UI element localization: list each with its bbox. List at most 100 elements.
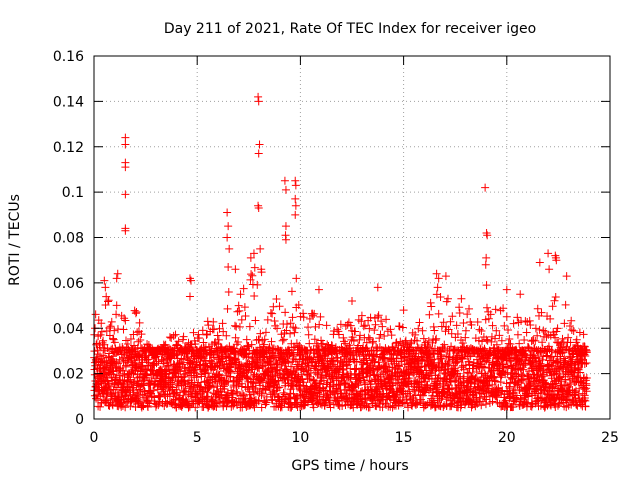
data-point	[242, 372, 251, 381]
data-point	[348, 333, 357, 342]
data-point	[137, 330, 146, 339]
data-point	[174, 337, 183, 346]
data-point	[281, 308, 290, 317]
data-point	[324, 364, 333, 373]
data-point	[452, 321, 461, 330]
data-point	[388, 403, 397, 412]
data-point	[378, 322, 387, 331]
data-point	[336, 320, 345, 329]
data-point	[121, 316, 130, 325]
data-point	[467, 320, 476, 329]
data-point	[524, 392, 533, 401]
y-tick-label: 0.06	[53, 276, 84, 292]
data-point	[287, 403, 296, 412]
data-point	[161, 340, 170, 349]
data-point	[531, 336, 540, 345]
data-point	[140, 353, 149, 362]
data-point	[288, 380, 297, 389]
data-point	[260, 340, 269, 349]
data-point	[161, 390, 170, 399]
data-point	[383, 367, 392, 376]
data-point	[357, 311, 366, 320]
data-point	[236, 290, 245, 299]
data-point	[359, 360, 368, 369]
data-point	[546, 401, 555, 410]
data-point	[551, 333, 560, 342]
data-point	[103, 377, 112, 386]
data-point	[402, 395, 411, 404]
data-point	[550, 296, 559, 305]
data-point	[150, 361, 159, 370]
data-point	[488, 321, 497, 330]
data-point	[223, 304, 232, 313]
data-point	[150, 399, 159, 408]
data-points	[90, 92, 591, 412]
data-point	[132, 307, 141, 316]
data-point	[373, 365, 382, 374]
data-point	[275, 302, 284, 311]
data-point	[267, 363, 276, 372]
data-point	[191, 339, 200, 348]
data-point	[291, 181, 300, 190]
data-point	[257, 375, 266, 384]
data-point	[516, 290, 525, 299]
data-point	[443, 360, 452, 369]
data-point	[518, 371, 527, 380]
data-point	[544, 342, 553, 351]
data-point	[541, 379, 550, 388]
data-point	[282, 326, 291, 335]
data-point	[278, 336, 287, 345]
data-point	[284, 358, 293, 367]
data-point	[322, 321, 331, 330]
data-point	[240, 303, 249, 312]
data-point	[413, 400, 422, 409]
data-point	[366, 313, 375, 322]
data-point	[254, 92, 263, 101]
data-point	[234, 338, 243, 347]
data-point	[464, 369, 473, 378]
data-point	[143, 340, 152, 349]
data-point	[572, 335, 581, 344]
data-point	[223, 208, 232, 217]
data-point	[369, 370, 378, 379]
data-point	[318, 339, 327, 348]
data-point	[558, 334, 567, 343]
data-point	[497, 336, 506, 345]
data-point	[415, 318, 424, 327]
data-point	[481, 183, 490, 192]
data-point	[244, 352, 253, 361]
data-point	[492, 340, 501, 349]
data-point	[455, 308, 464, 317]
data-point	[316, 312, 325, 321]
data-point	[179, 332, 188, 341]
data-point	[249, 249, 258, 258]
data-point	[231, 355, 240, 364]
data-point	[564, 333, 573, 342]
data-point	[166, 378, 175, 387]
data-point	[523, 371, 532, 380]
data-point	[339, 362, 348, 371]
data-point	[535, 258, 544, 267]
data-point	[411, 330, 420, 339]
data-point	[91, 310, 100, 319]
data-point	[212, 402, 221, 411]
data-point	[100, 276, 109, 285]
data-point	[314, 366, 323, 375]
data-point	[185, 292, 194, 301]
data-point	[459, 372, 468, 381]
data-point	[396, 337, 405, 346]
data-point	[461, 333, 470, 342]
data-point	[365, 324, 374, 333]
data-point	[273, 324, 282, 333]
data-point	[196, 345, 205, 354]
data-point	[556, 373, 565, 382]
data-point	[535, 325, 544, 334]
data-point	[443, 294, 452, 303]
data-point	[453, 329, 462, 338]
data-point	[482, 303, 491, 312]
data-point	[539, 326, 548, 335]
data-point	[553, 324, 562, 333]
data-point	[176, 366, 185, 375]
data-point	[314, 345, 323, 354]
data-point	[315, 320, 324, 329]
